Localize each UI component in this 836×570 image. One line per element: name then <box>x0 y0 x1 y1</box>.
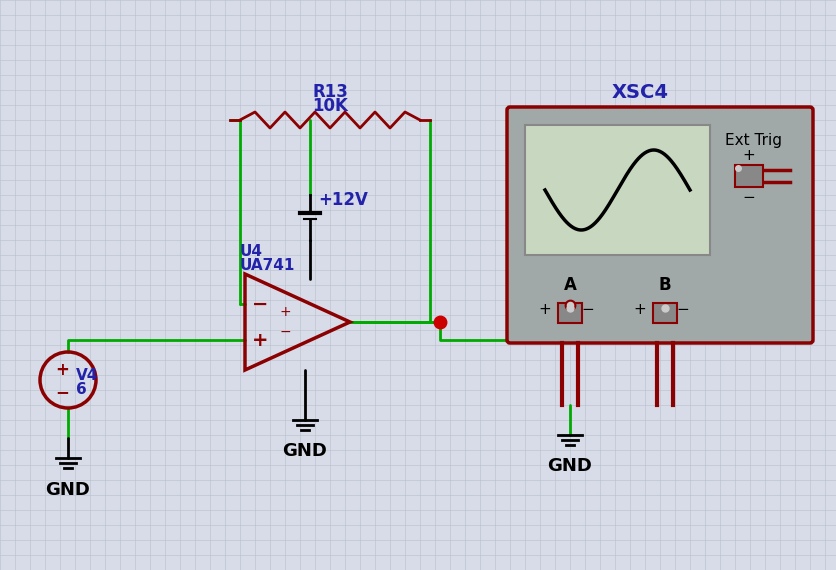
Text: −: − <box>55 383 69 401</box>
Bar <box>524 125 709 255</box>
Text: Ext Trig: Ext Trig <box>724 132 781 148</box>
Text: −: − <box>279 325 290 339</box>
FancyBboxPatch shape <box>507 107 812 343</box>
Text: +: + <box>55 361 69 379</box>
Text: +: + <box>742 148 754 162</box>
Text: +: + <box>538 303 551 317</box>
Bar <box>652 303 676 323</box>
Text: +: + <box>252 331 268 349</box>
Bar <box>558 303 581 323</box>
Text: A: A <box>563 276 576 294</box>
Text: −: − <box>742 189 754 205</box>
Text: +12V: +12V <box>318 191 368 209</box>
Text: GND: GND <box>45 481 90 499</box>
Text: −: − <box>675 303 689 317</box>
Bar <box>734 165 762 187</box>
Text: XSC4: XSC4 <box>611 83 668 101</box>
Text: 10K: 10K <box>312 97 348 115</box>
Text: −: − <box>252 295 268 314</box>
Text: 6: 6 <box>76 382 87 397</box>
Text: +: + <box>279 305 290 319</box>
Text: GND: GND <box>283 442 327 460</box>
Text: U4: U4 <box>240 245 263 259</box>
Text: GND: GND <box>547 457 592 475</box>
Text: B: B <box>658 276 670 294</box>
Text: −: − <box>581 303 594 317</box>
Text: +: + <box>633 303 645 317</box>
Text: UA741: UA741 <box>240 259 295 274</box>
Text: V4: V4 <box>76 368 99 382</box>
Text: R13: R13 <box>312 83 348 101</box>
